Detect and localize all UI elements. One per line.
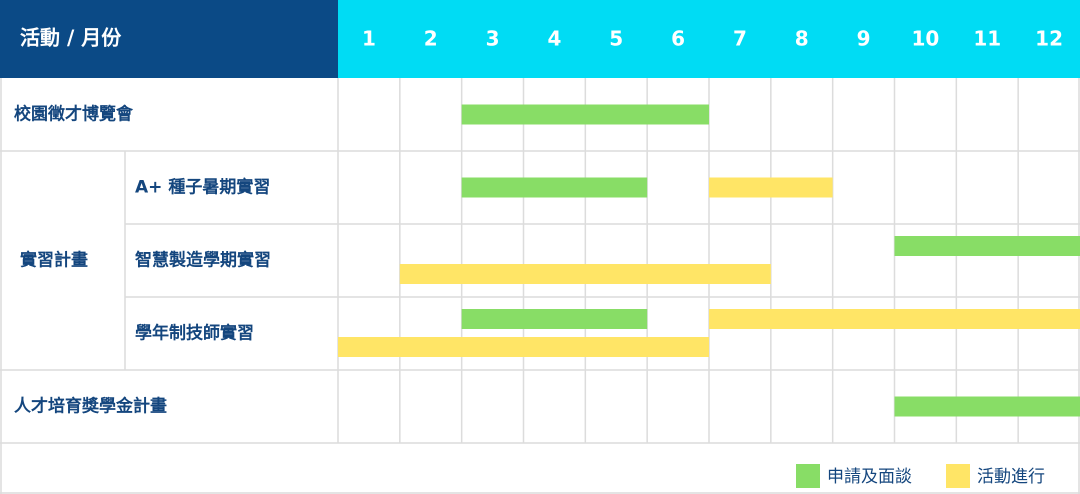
month-label: 6 [671,27,685,51]
gantt-bar [461,177,648,198]
header-left [0,0,338,78]
month-label: 8 [795,27,809,51]
gantt-bar [894,396,1080,417]
legend-swatch [946,464,970,488]
month-label: 10 [911,27,939,51]
gantt-bar [894,236,1080,256]
gantt-bar [461,104,709,125]
row-label: A+ 種子暑期實習 [135,177,270,198]
header-right [338,0,1080,78]
month-label: 3 [486,27,500,51]
month-label: 4 [547,27,561,51]
month-label: 7 [733,27,747,51]
row-label: 人才培育獎學金計畫 [14,396,167,417]
gantt-bar [461,309,648,329]
legend-label: 申請及面談 [827,467,912,487]
row-label: 智慧製造學期實習 [135,250,271,271]
group-label: 實習計畫 [20,250,88,271]
row-label: 校園徵才博覽會 [14,104,134,125]
month-label: 1 [362,27,376,51]
month-label: 11 [973,27,1001,51]
month-label: 9 [857,27,871,51]
gantt-bar [338,337,709,357]
row-label: 學年制技師實習 [135,323,254,344]
month-label: 5 [609,27,623,51]
month-label: 2 [424,27,438,51]
gantt-bar [709,177,833,198]
gantt-bar [709,309,1080,329]
header-title: 活動 / 月份 [20,26,122,50]
legend-label: 活動進行 [977,467,1045,487]
month-label: 12 [1035,27,1063,51]
gantt-bar [399,264,771,284]
legend-swatch [796,464,820,488]
